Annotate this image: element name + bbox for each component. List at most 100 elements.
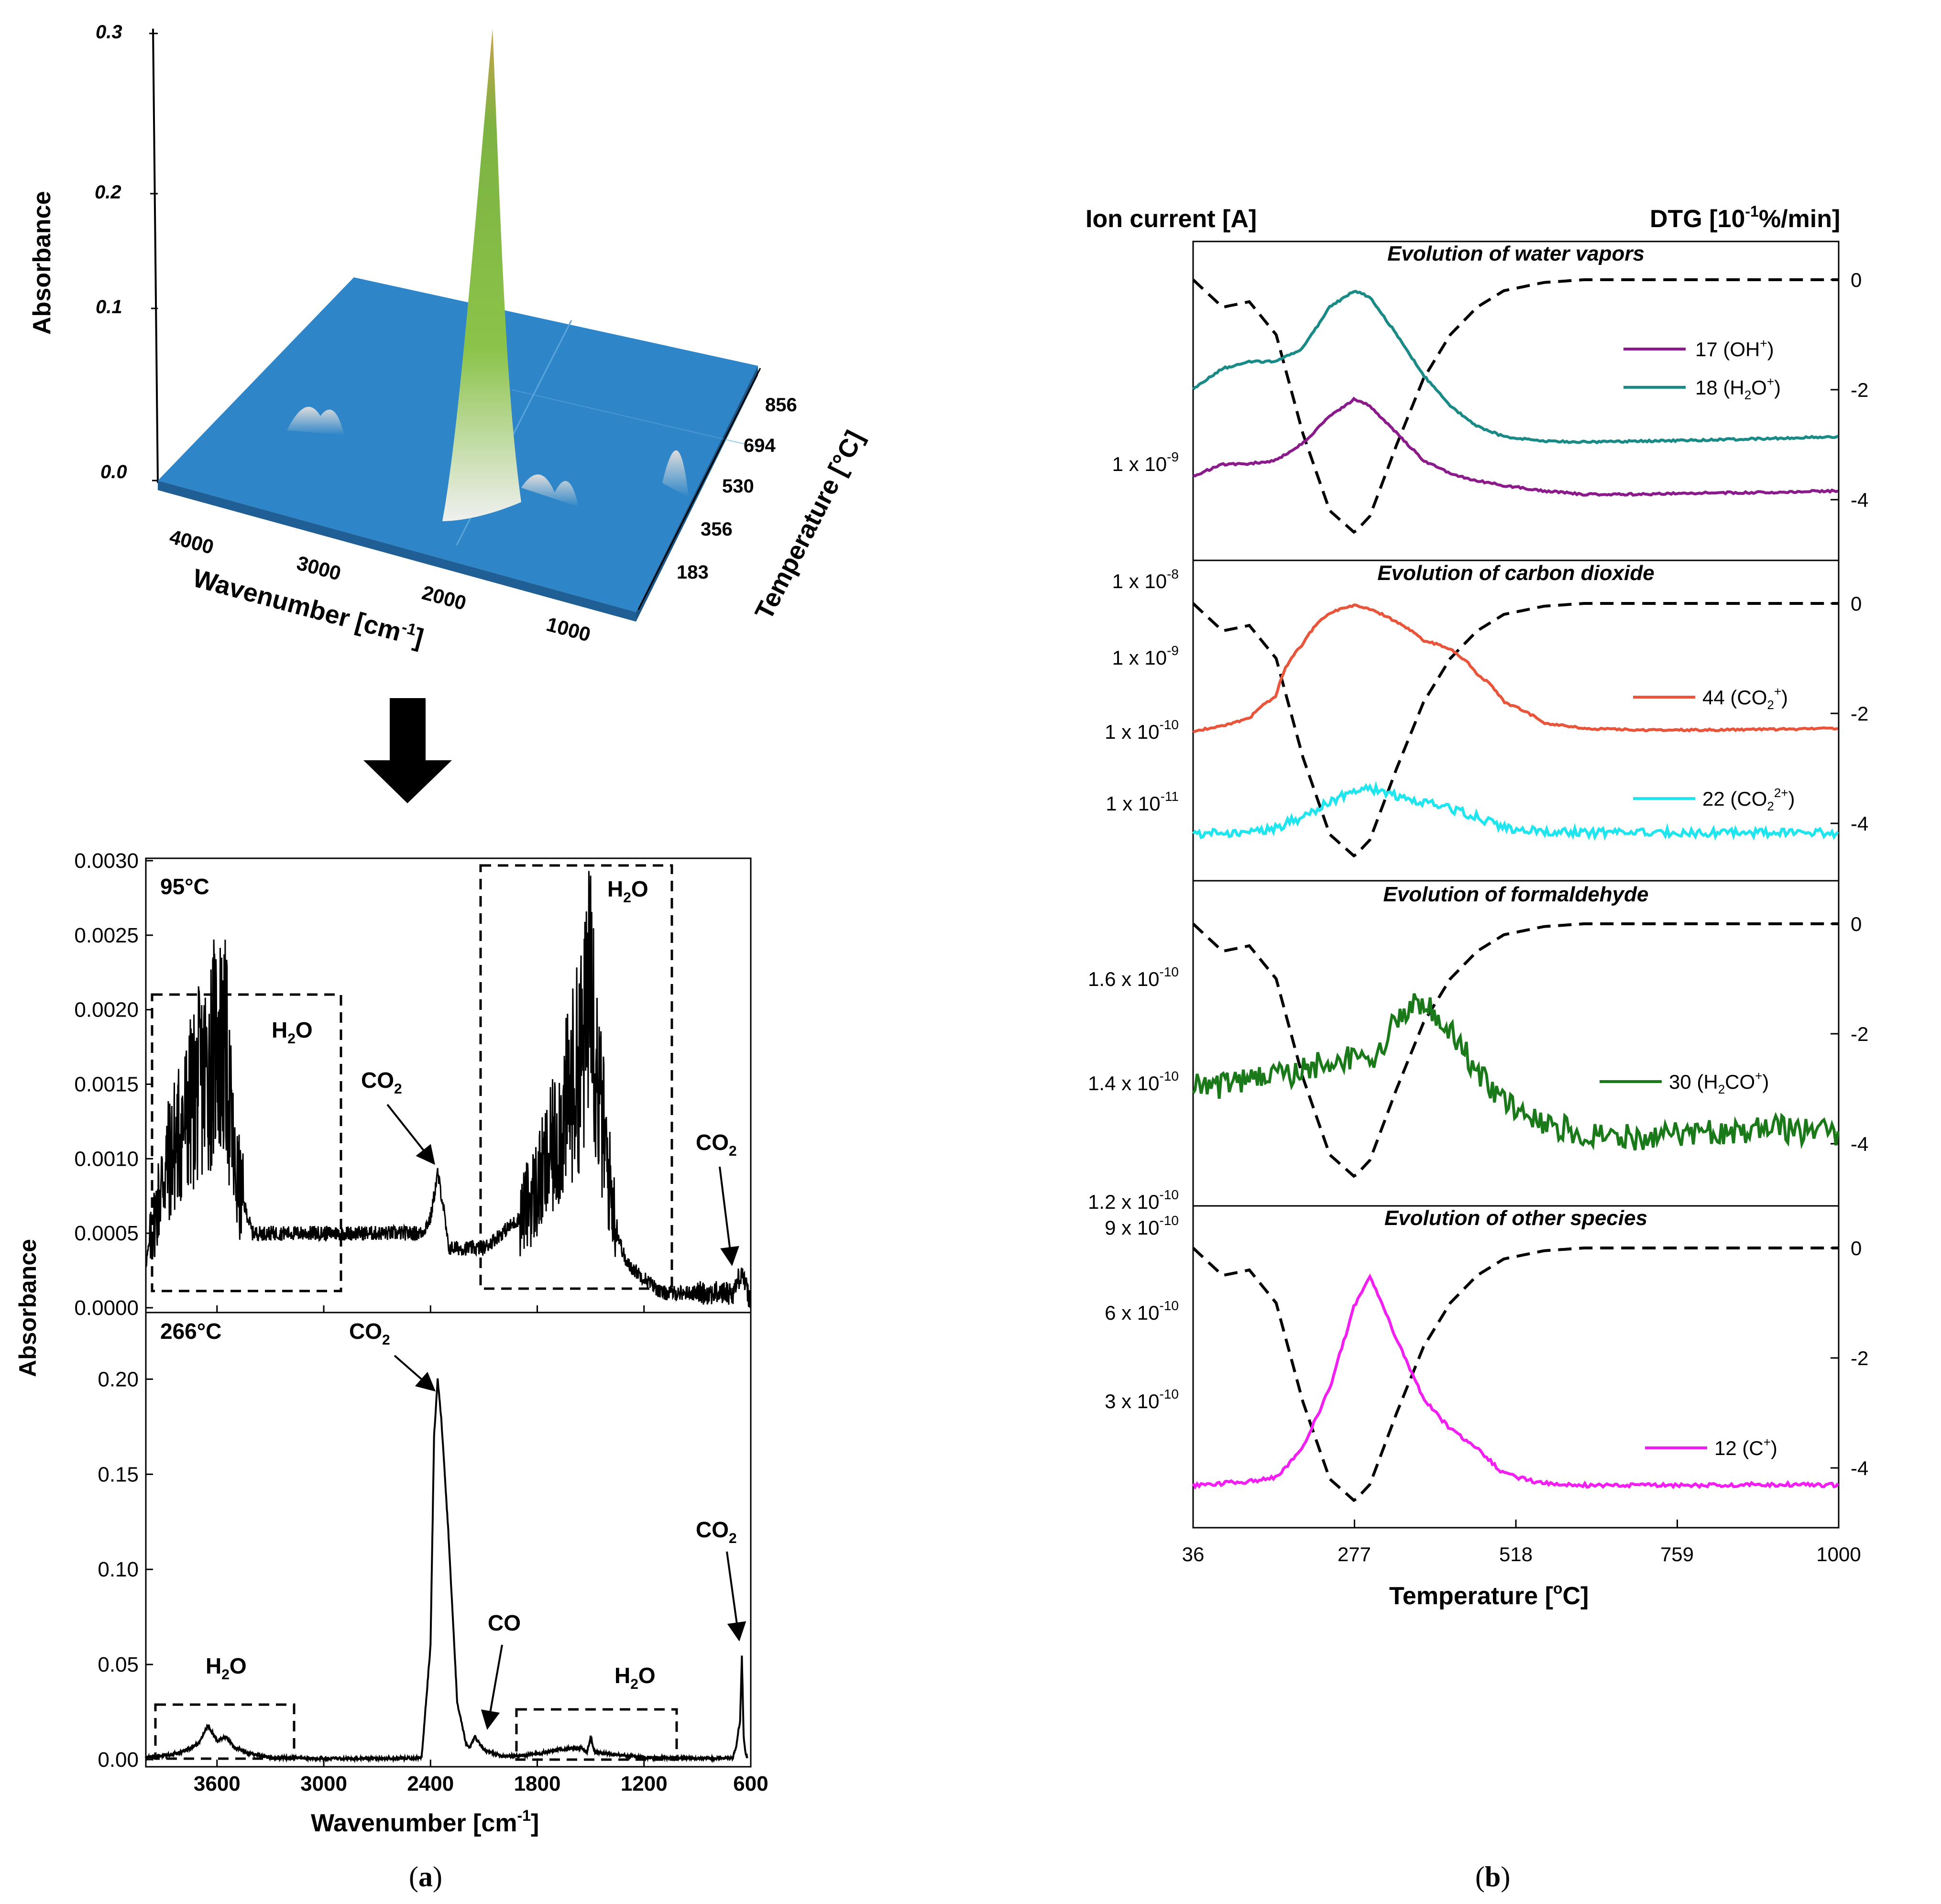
surface-xtick-2: 2000 — [420, 581, 469, 614]
bot-co2-right-label: CO2 — [696, 1517, 737, 1546]
top-ytick-2: 0.0010 — [74, 1147, 139, 1171]
sub2-rtick-1: -2 — [1851, 702, 1868, 725]
sub4-ytick-2: 3 x 10-10 — [1105, 1387, 1179, 1412]
ftir-3d-surface: 0.0 0.1 0.2 0.3 Absorbance 4000 3000 200… — [28, 22, 869, 653]
sub3-yticks: 1.6 x 10-10 1.4 x 10-10 1.2 x 10-10 — [1088, 964, 1179, 1213]
legend-44: 44 (CO2+) — [1702, 684, 1788, 712]
top-temp-label: 95°C — [160, 874, 209, 899]
ftir-spectra: 0.0000 0.0005 0.0010 0.0015 0.0020 0.0025 0.00… — [14, 849, 768, 1837]
sub1-rtick-2: -4 — [1851, 489, 1868, 511]
top-h2o-left-label: H2O — [272, 1018, 313, 1047]
legend-30: 30 (H2CO+) — [1669, 1069, 1769, 1096]
curve-17-oh — [1193, 396, 1839, 497]
sub3-rtick-2: -4 — [1851, 1133, 1868, 1155]
ms-curves — [1192, 278, 1840, 1502]
legend-18: 18 (H2O+) — [1695, 374, 1781, 402]
sub3-rtick-0: 0 — [1851, 913, 1862, 935]
sub1-yticks: 1 x 10-9 — [1112, 449, 1179, 475]
sub3-ytick-1: 1.4 x 10-10 — [1088, 1069, 1179, 1094]
surface-y-ticks — [149, 33, 158, 481]
sub4-ytick-0: 9 x 10-10 — [1105, 1213, 1179, 1239]
b-xtick-0: 36 — [1182, 1543, 1205, 1565]
spec-xtick-3: 1800 — [514, 1772, 561, 1795]
curve-12-c — [1192, 1273, 1840, 1490]
bot-h2o-left-label: H2O — [206, 1653, 247, 1683]
surface-y-axis — [152, 28, 159, 483]
top-ytick-0: 0.0000 — [74, 1296, 139, 1320]
surface-ztick-1: 356 — [701, 519, 733, 540]
surface-ztick-0: 183 — [677, 562, 709, 583]
sub4-yticks: 9 x 10-10 6 x 10-10 3 x 10-10 — [1105, 1213, 1179, 1412]
spectra-ylabel: Absorbance — [14, 1239, 41, 1377]
ms-panel: Ion current [A] DTG [10-1%/min] Evolutio… — [1086, 203, 1868, 1610]
surface-ztick-2: 530 — [722, 476, 754, 497]
bot-co2-peak-arrow — [394, 1355, 436, 1392]
sub4-rtick-0: 0 — [1851, 1237, 1862, 1259]
dtg-curve-1 — [1192, 278, 1839, 534]
surface-ztick-4: 856 — [765, 394, 797, 416]
surface-bump-right — [662, 450, 689, 497]
dtg-curve-2 — [1192, 602, 1839, 858]
sub3-legend: 30 (H2CO+) — [1600, 1069, 1769, 1096]
bot-ytick-4: 0.20 — [98, 1368, 139, 1391]
sub2-ytick-3: 1 x 10-11 — [1106, 789, 1179, 815]
spectra-xlabel: Wavenumber [cm-1] — [311, 1807, 539, 1837]
sub2-rtick-0: 0 — [1851, 592, 1862, 615]
bot-h2o-box-left — [154, 1703, 296, 1760]
surface-ytick-3: 0.3 — [96, 22, 122, 43]
surface-xtick-1: 3000 — [295, 551, 343, 585]
bot-ytick-0: 0.00 — [98, 1748, 139, 1772]
right-axis-title: DTG [10-1%/min] — [1650, 203, 1840, 233]
sub2-ytick-1: 1 x 10-9 — [1112, 643, 1179, 669]
spec-xtick-4: 1200 — [621, 1772, 668, 1795]
surface-ztick-3: 694 — [744, 435, 776, 456]
surface-front-edge — [158, 481, 636, 622]
bot-ytick-1: 0.05 — [98, 1653, 139, 1676]
top-co2-mid-arrow — [386, 1104, 435, 1165]
sub3-title: Evolution of formaldehyde — [1383, 883, 1649, 906]
curve-22-co2-2plus — [1192, 780, 1839, 841]
spectrum-x-ticks: 3600 3000 2400 1800 1200 600 — [194, 1305, 768, 1795]
bot-co-arrow — [481, 1644, 503, 1730]
caption-a: (a) — [409, 1861, 442, 1893]
spectra-frame-bottom — [145, 1312, 752, 1768]
curve-30-h2co — [1192, 993, 1840, 1151]
top-ytick-1: 0.0005 — [74, 1222, 139, 1245]
sub3-ytick-0: 1.6 x 10-10 — [1088, 964, 1179, 990]
sub1-ytick-0: 1 x 10-9 — [1112, 449, 1179, 475]
right-axis-tick-labels: 0 -2 -4 0 -2 -4 0 -2 -4 0 -2 -4 — [1851, 269, 1868, 1479]
surface-co2-peak — [442, 29, 521, 521]
spec-xtick-2: 2400 — [407, 1772, 454, 1795]
top-ytick-6: 0.0030 — [74, 849, 139, 873]
spec-xtick-5: 600 — [733, 1772, 768, 1795]
b-xtick-4: 1000 — [1816, 1543, 1861, 1565]
legend-22: 22 (CO22+) — [1702, 786, 1795, 813]
sub4-rtick-1: -2 — [1851, 1347, 1868, 1369]
left-axis-title: Ion current [A] — [1086, 205, 1257, 233]
surface-xtick-3: 1000 — [544, 613, 593, 646]
surface-ytick-1: 0.1 — [96, 296, 122, 317]
sub2-title: Evolution of carbon dioxide — [1377, 561, 1654, 585]
bot-ytick-3: 0.15 — [98, 1463, 139, 1486]
sub1-legend: 17 (OH+) 18 (H2O+) — [1623, 336, 1781, 402]
dtg-curve-3 — [1192, 922, 1839, 1178]
surface-xtick-0: 4000 — [167, 525, 216, 558]
sub1-rtick-1: -2 — [1851, 379, 1868, 401]
sub2-yticks: 1 x 10-8 1 x 10-9 1 x 10-10 1 x 10-11 — [1105, 567, 1179, 815]
sub4-ytick-1: 6 x 10-10 — [1105, 1298, 1179, 1324]
spec-xtick-1: 3000 — [300, 1772, 347, 1795]
surface-ytick-2: 0.2 — [95, 182, 121, 203]
top-ytick-5: 0.0025 — [74, 924, 139, 947]
surface-bump-mid — [521, 474, 579, 507]
surface-x-ticks: 4000 3000 2000 1000 — [167, 525, 593, 646]
top-ytick-3: 0.0015 — [74, 1073, 139, 1096]
dtg-curve-4 — [1192, 1247, 1839, 1502]
bot-co2-peak-label: CO2 — [349, 1319, 390, 1348]
top-co2-right-label: CO2 — [696, 1130, 737, 1159]
top-h2o-right-label: H2O — [607, 876, 648, 906]
sub4-title: Evolution of other species — [1384, 1206, 1647, 1230]
bot-ytick-2: 0.10 — [98, 1558, 139, 1581]
sub1-title: Evolution of water vapors — [1387, 242, 1645, 265]
surface-z-axis — [637, 368, 761, 610]
bot-co2-right-arrow — [726, 1551, 746, 1641]
